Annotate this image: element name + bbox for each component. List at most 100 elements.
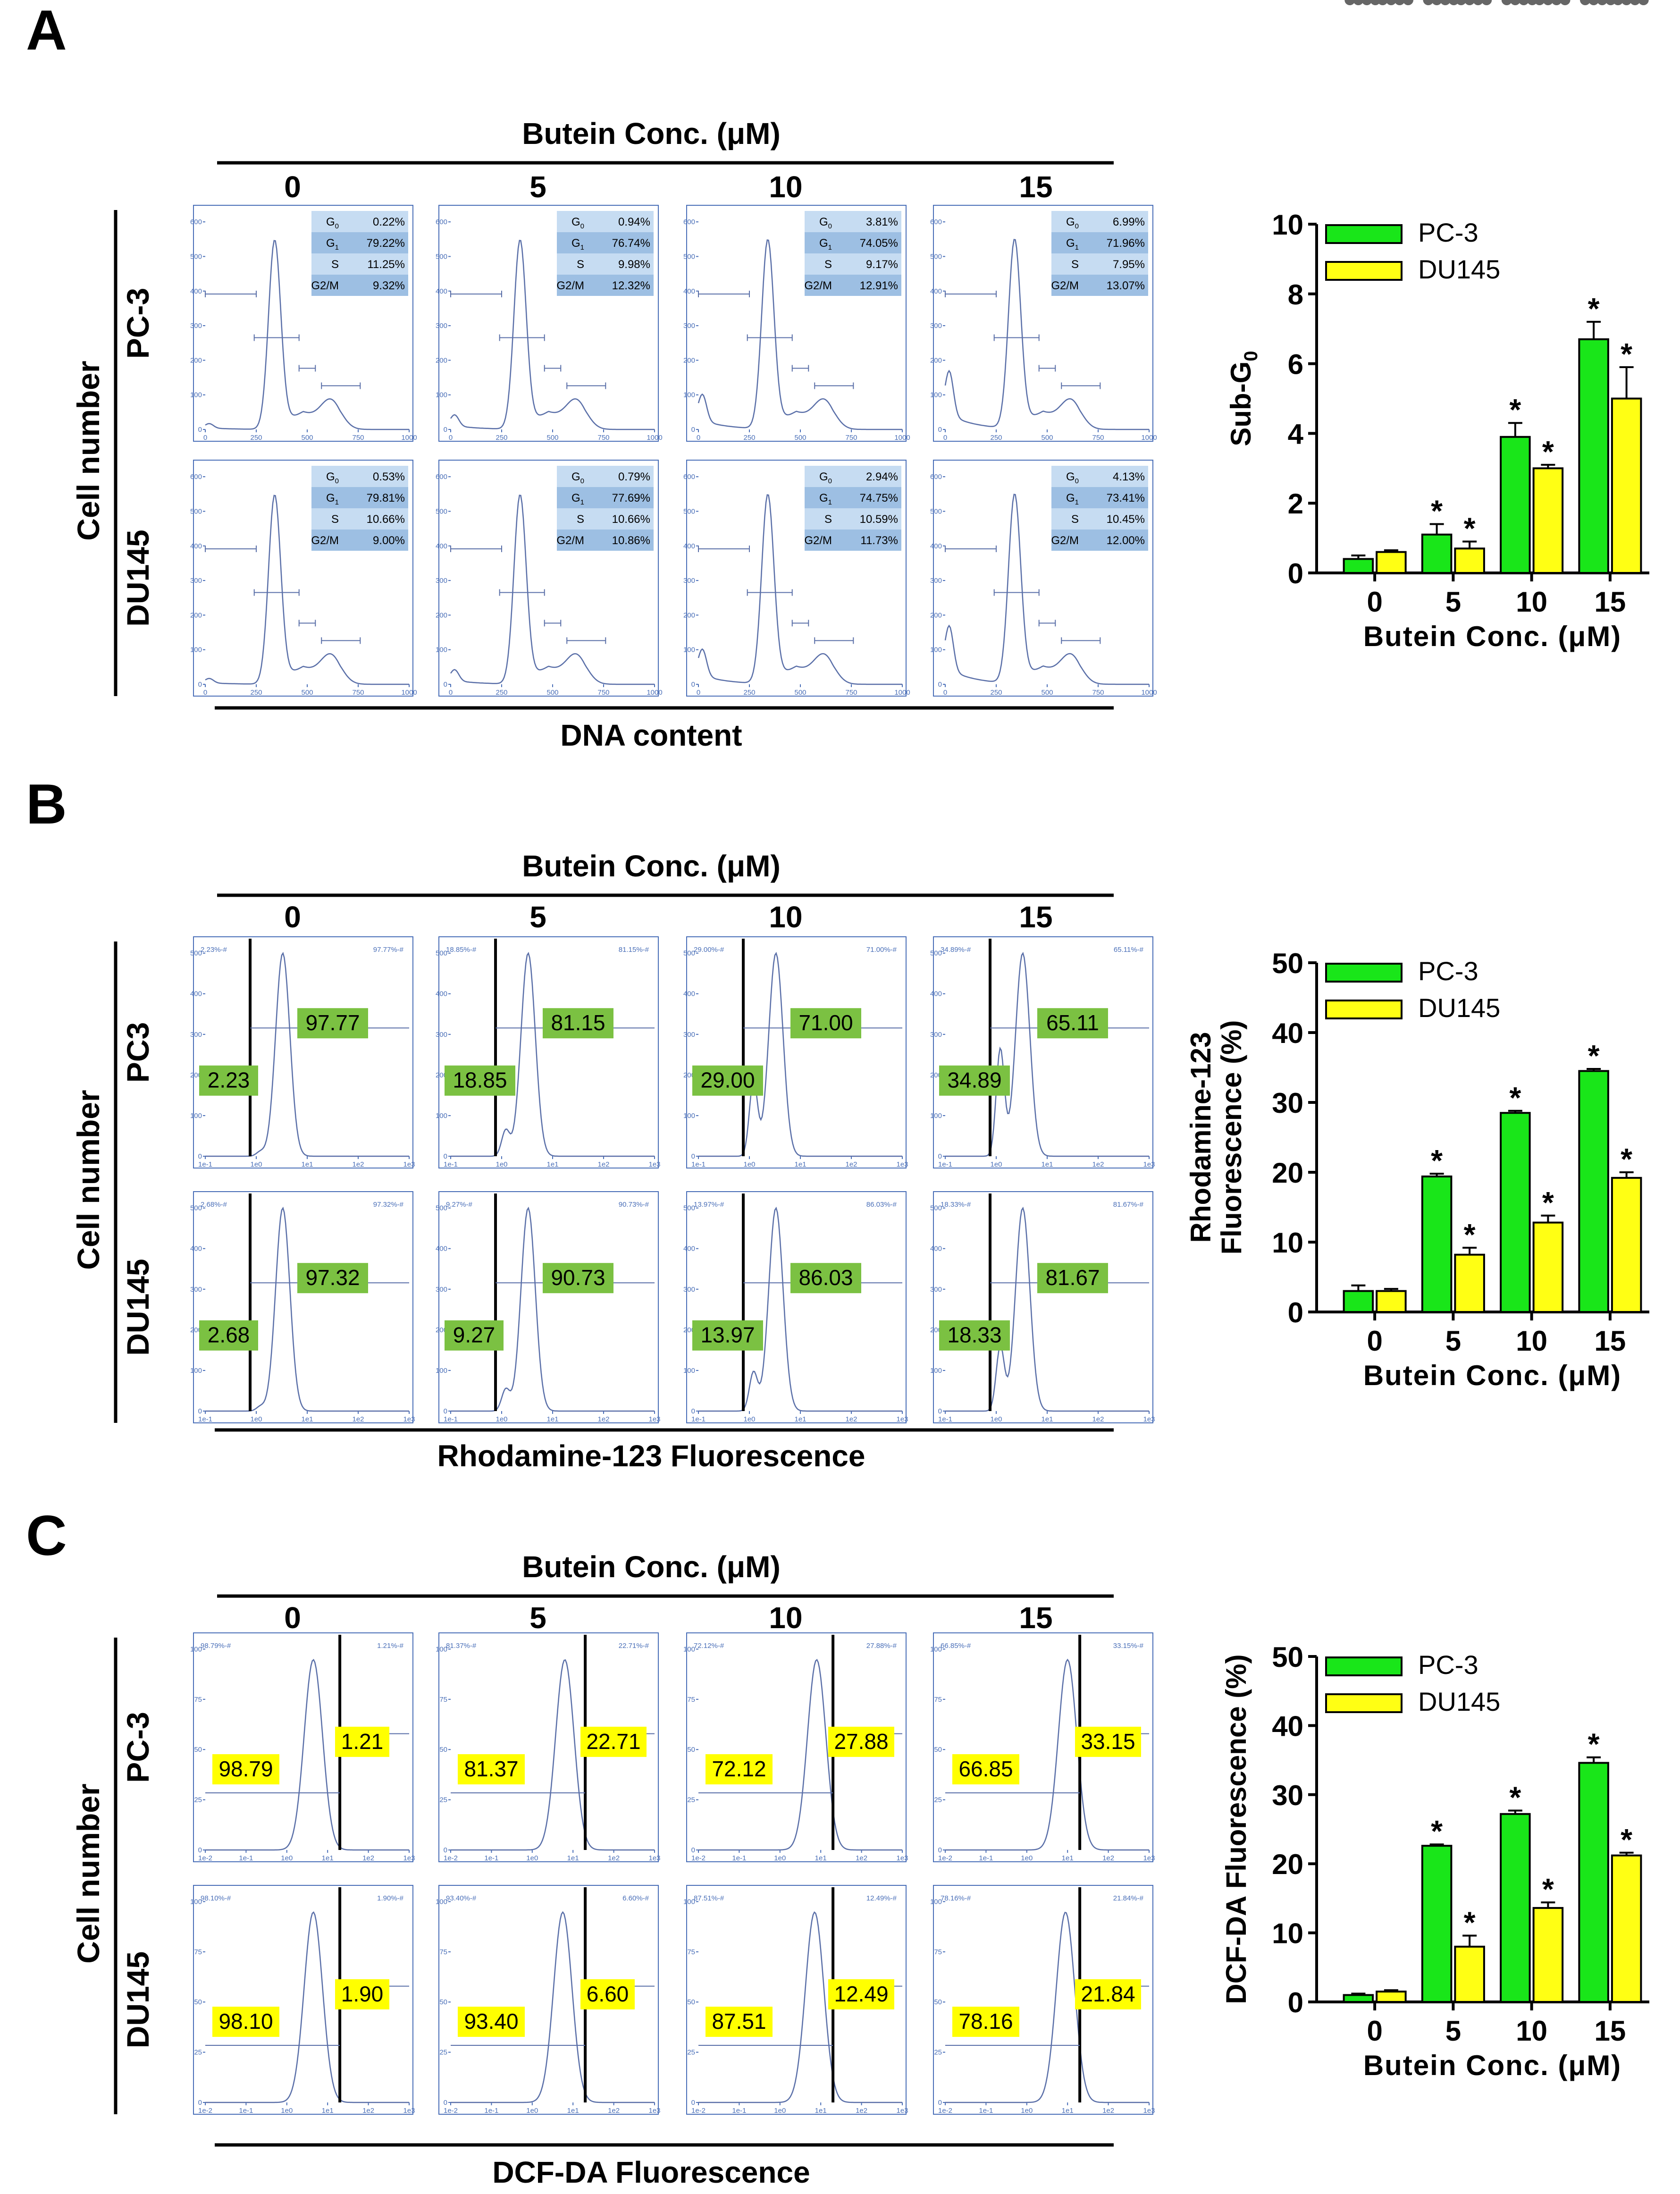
region-left-small: 34.89%-# [941,946,971,954]
phase-percent: 73.41% [1107,492,1145,504]
x-axis-label: Butein Conc. (μM) [1363,621,1621,652]
data-point [1638,0,1649,5]
phase-subscript: 0 [1075,222,1079,230]
phase-label: G2/M [311,279,339,292]
hist-x-tick-label: 1e-2 [444,2107,458,2115]
histogram-curve [205,1659,409,1851]
hist-x-tick-label: 1e-2 [691,2107,706,2115]
hist-x-tick-label: 1e3 [1143,2107,1155,2115]
hist-x-tick-label: 1e-2 [198,1854,212,1862]
region-right-small: 90.73%-# [619,1201,649,1209]
hist-y-tick-label: 75 [439,1948,447,1956]
significance-star: * [1431,1143,1443,1177]
y-tick-label: 10 [1272,1227,1303,1259]
conc-label: 15 [1019,170,1052,204]
hist-y-tick-label: 100 [190,1898,202,1906]
conc-label: 0 [284,1601,301,1635]
hist-x-tick-label: 0 [697,689,700,697]
bar-pc3 [1343,1994,1374,2003]
x-tick-label: 0 [1367,2015,1382,2047]
hist-y-tick-label: 300 [190,577,202,585]
data-point [1386,0,1396,5]
hist-x-tick-label: 1e2 [362,2107,374,2115]
value-box-right [1037,1263,1108,1294]
region-left-small: 29.00%-# [694,946,724,954]
hist-x-tick-label: 1e1 [1041,1160,1053,1168]
phase-percent: 76.74% [612,237,650,250]
hist-y-tick-label: 0 [198,2099,202,2107]
hist-x-tick-label: 1e2 [352,1160,364,1168]
value-right: 21.84 [1081,1982,1135,2006]
y-tick-label: 10 [1272,209,1303,241]
hist-y-tick-label: 400 [190,1245,202,1253]
phase-percent: 9.32% [373,279,405,292]
hist-y-tick-label: 75 [934,1948,942,1956]
stats-row [557,253,654,275]
value-box-left [939,1320,1010,1351]
x-tick-label: 15 [1595,2015,1626,2047]
legend-swatch [1325,261,1403,281]
data-point [1394,0,1405,5]
hist-y-tick-label: 300 [436,577,447,585]
value-right: 81.15 [551,1010,605,1035]
stats-row [805,487,901,508]
data-point [1456,0,1467,5]
x-axis-title: DNA content [560,718,742,752]
y-tick-label: 8 [1288,279,1303,311]
hist-x-tick-label: 750 [352,689,364,697]
hist-y-tick-label: 0 [691,426,695,434]
significance-star: * [1588,1727,1600,1761]
region-left-small: 13.97%-# [694,1201,724,1209]
hist-y-tick-label: 50 [194,1746,202,1754]
histogram-curve [450,495,655,685]
region-right-small: 21.84%-# [1113,1894,1144,1902]
hist-x-tick-label: 1e1 [546,1415,558,1423]
histogram-curve [945,1206,1149,1412]
hist-y-tick-label: 50 [194,1998,202,2006]
phase-percent: 10.66% [612,513,650,526]
hist-y-tick-label: 300 [436,1286,447,1294]
stats-row [805,508,901,530]
bar-du145 [1532,1221,1564,1313]
bar-du145 [1454,1253,1485,1313]
legend-label: DU145 [1418,254,1500,284]
hist-y-tick-label: 0 [691,1846,695,1854]
value-right: 97.32 [305,1265,360,1290]
hist-y-tick-label: 200 [436,1071,447,1079]
hist-y-tick-label: 25 [934,1796,942,1804]
hist-y-tick-label: 200 [683,611,695,619]
data-point [1431,0,1442,5]
value-left: 18.33 [947,1323,1001,1347]
hist-y-tick-label: 300 [683,1031,695,1039]
histogram-curve [698,1659,902,1851]
data-point [1464,0,1475,5]
stats-row [311,508,408,530]
histogram-cell: 1e-1 1e0 1e1 1e2 1e3 0 100 200 300 400 50034.89%-#… [930,936,1155,1168]
hist-y-tick-label: 500 [683,950,695,958]
hist-y-tick-label: 100 [930,1367,942,1375]
value-box-right [335,1979,389,2009]
hist-x-tick-label: 0 [449,689,453,697]
region-left-small: 78.16%-# [941,1894,971,1902]
hist-y-tick-label: 400 [930,542,942,550]
legend-swatch [1325,963,1403,983]
histogram-curve [451,1911,655,2103]
value-box-left [445,1320,504,1351]
y-tick-label: 0 [1288,1297,1303,1328]
bar-pc3 [1500,1813,1531,2003]
hist-y-tick-label: 0 [444,1152,447,1160]
hist-x-tick-label: 1000 [647,689,662,697]
hist-y-tick-label: 200 [683,356,695,364]
hist-y-tick-label: 300 [190,322,202,330]
hist-y-tick-label: 600 [683,473,695,481]
value-box-left [212,1754,279,1785]
hist-x-tick-label: 1e0 [281,2107,293,2115]
hist-x-tick-label: 1000 [1141,434,1157,442]
hist-x-tick-label: 1e1 [322,1854,334,1862]
hist-x-tick-label: 1e2 [608,1854,620,1862]
histogram-frame [686,936,907,1168]
hist-y-tick-label: 25 [439,2049,447,2057]
hist-y-tick-label: 0 [444,426,447,434]
